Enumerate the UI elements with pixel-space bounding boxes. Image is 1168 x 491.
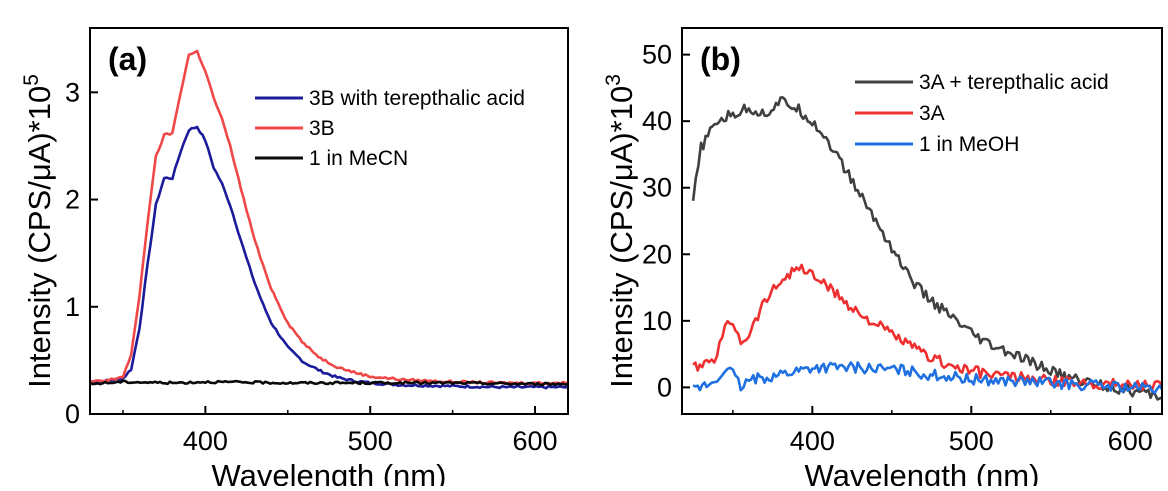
y-axis-title-exponent: 5 [20, 74, 43, 86]
y-tick-label: 3 [65, 77, 80, 107]
plot-frame [681, 27, 1163, 415]
x-tick-label: 400 [790, 426, 835, 456]
y-axis-title-main: Intensity (CPS/μA)*10 [22, 86, 57, 388]
x-axis-title: Wavelength (nm) [212, 458, 447, 486]
y-tick-label: 20 [642, 239, 672, 269]
legend-label: 3B with terepthalic acid [309, 87, 525, 110]
x-tick-label: 600 [513, 426, 558, 456]
series-group [691, 96, 1162, 401]
y-tick-label: 50 [642, 40, 672, 70]
series-line-3a [692, 263, 1162, 392]
series-group [90, 49, 568, 390]
series-line-1-in-meoh [692, 361, 1162, 395]
y-tick-label: 0 [657, 372, 672, 402]
series-line-1-in-mecn [90, 379, 568, 387]
y-axis-title: Intensity (CPS/μA)*103 [602, 74, 639, 388]
x-tick-label: 500 [348, 426, 393, 456]
y-axis-title: Intensity (CPS/μA)*105 [20, 74, 57, 388]
panel-b: 400 500 600 0 10 20 30 40 50 Wavelength (nm) Inten… [602, 27, 1163, 491]
legend-label: 3A [919, 102, 945, 125]
panel-label: (b) [700, 41, 741, 77]
y-axis-title-main: Intensity (CPS/μA)*10 [604, 86, 639, 388]
y-tick-label: 10 [642, 306, 672, 336]
x-tick-label: 500 [949, 426, 994, 456]
series-line-3b [90, 49, 568, 386]
plot-frame [89, 27, 569, 415]
legend-label: 3B [309, 117, 335, 140]
y-axis-title-exponent: 3 [602, 74, 625, 86]
legend-label: 3A + terepthalic acid [919, 71, 1109, 94]
y-tick-label: 30 [642, 173, 672, 203]
series-line-3b-with-terepthalic-acid [90, 125, 568, 390]
x-tick-label: 400 [183, 426, 228, 456]
x-tick-label: 600 [1108, 426, 1153, 456]
x-axis-title: Wavelength (nm) [805, 458, 1040, 486]
legend-label: 1 in MeOH [919, 133, 1019, 156]
y-tick-label: 1 [65, 292, 80, 322]
panel-label: (a) [108, 41, 147, 77]
y-tick-label: 0 [65, 399, 80, 429]
y-tick-label: 40 [642, 106, 672, 136]
legend-label: 1 in MeCN [309, 147, 408, 170]
y-tick-label: 2 [65, 185, 80, 215]
panel-a: 400 500 600 0 1 2 3 Wavelength (nm) Intensity (C… [20, 27, 569, 491]
